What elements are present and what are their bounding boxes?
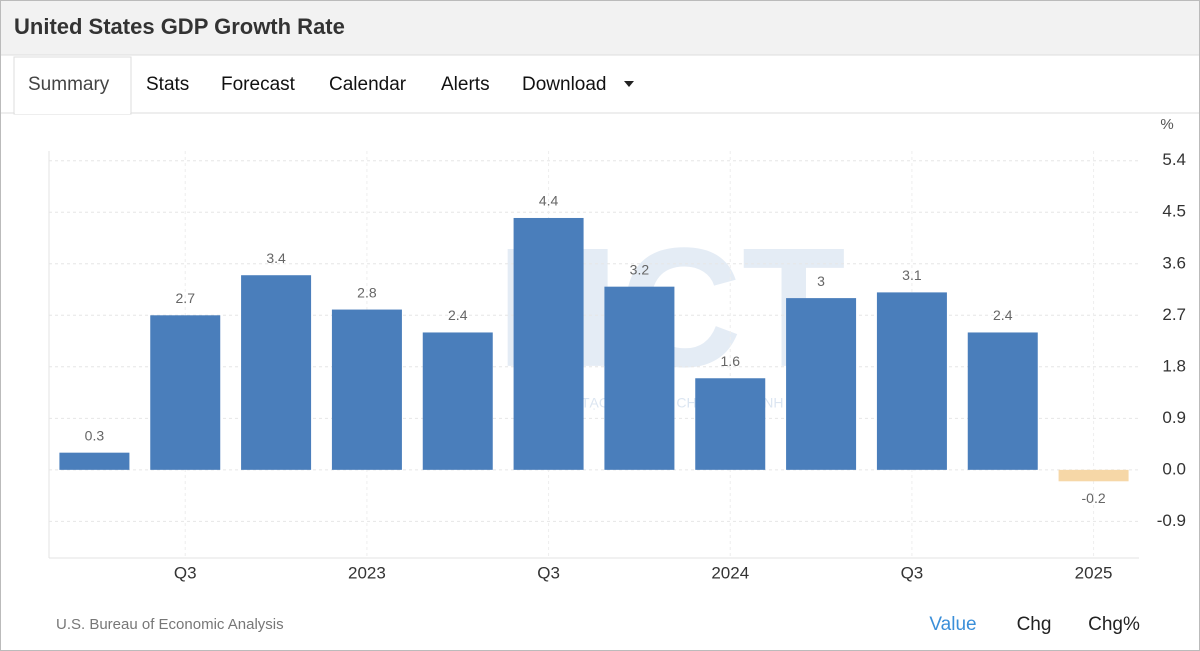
- bar: [331, 309, 402, 470]
- tab[interactable]: Download: [522, 74, 607, 95]
- bar: [150, 315, 221, 470]
- y-tick-label: 5.4: [1162, 150, 1186, 169]
- y-tick-label: 2.7: [1162, 305, 1186, 324]
- value-label: 3: [817, 273, 825, 289]
- value-label: 0.3: [85, 427, 105, 443]
- dropdown-caret[interactable]: [624, 81, 634, 87]
- y-tick-label: 4.5: [1162, 202, 1186, 221]
- x-tick-label: 2024: [711, 563, 749, 582]
- x-tick-label: 2023: [348, 563, 386, 582]
- value-label: 3.4: [266, 250, 286, 266]
- bar: [695, 378, 766, 470]
- bar: [422, 332, 493, 470]
- x-tick-label: Q3: [537, 563, 560, 582]
- y-unit: %: [1160, 116, 1173, 133]
- page-title: United States GDP Growth Rate: [14, 14, 345, 39]
- tab[interactable]: Forecast: [221, 74, 296, 95]
- bar: [786, 298, 857, 470]
- tab[interactable]: Calendar: [329, 74, 407, 95]
- tab[interactable]: Stats: [146, 74, 189, 95]
- bar: [876, 292, 947, 470]
- value-label: 2.7: [176, 290, 196, 306]
- value-label: -0.2: [1082, 490, 1106, 506]
- y-tick-label: -0.9: [1157, 511, 1186, 530]
- value-label: 3.1: [902, 267, 922, 283]
- view-button[interactable]: Value: [929, 614, 976, 635]
- value-label: 1.6: [721, 353, 741, 369]
- value-label: 2.4: [993, 307, 1013, 323]
- value-label: 3.2: [630, 261, 650, 277]
- tab[interactable]: Summary: [28, 74, 110, 95]
- view-button[interactable]: Chg%: [1088, 614, 1140, 635]
- y-tick-label: 1.8: [1162, 356, 1186, 375]
- y-tick-label: 0.0: [1162, 459, 1186, 478]
- view-button[interactable]: Chg: [1017, 614, 1052, 635]
- active-tab: [13, 56, 132, 115]
- value-label: 4.4: [539, 193, 559, 209]
- x-tick-label: Q3: [901, 563, 924, 582]
- x-tick-label: Q3: [174, 563, 197, 582]
- source: U.S. Bureau of Economic Analysis: [56, 616, 284, 633]
- y-tick-label: 0.9: [1162, 408, 1186, 427]
- x-tick-label: 2025: [1075, 563, 1113, 582]
- tab[interactable]: Alerts: [441, 74, 490, 95]
- bar: [1058, 469, 1129, 482]
- bar: [604, 286, 675, 470]
- bar: [241, 275, 312, 470]
- bar: [513, 217, 584, 470]
- bar: [59, 452, 130, 470]
- value-label: 2.8: [357, 284, 377, 300]
- y-tick-label: 3.6: [1162, 253, 1186, 272]
- bar: [967, 332, 1038, 470]
- header-bar: [1, 1, 1199, 55]
- value-label: 2.4: [448, 307, 468, 323]
